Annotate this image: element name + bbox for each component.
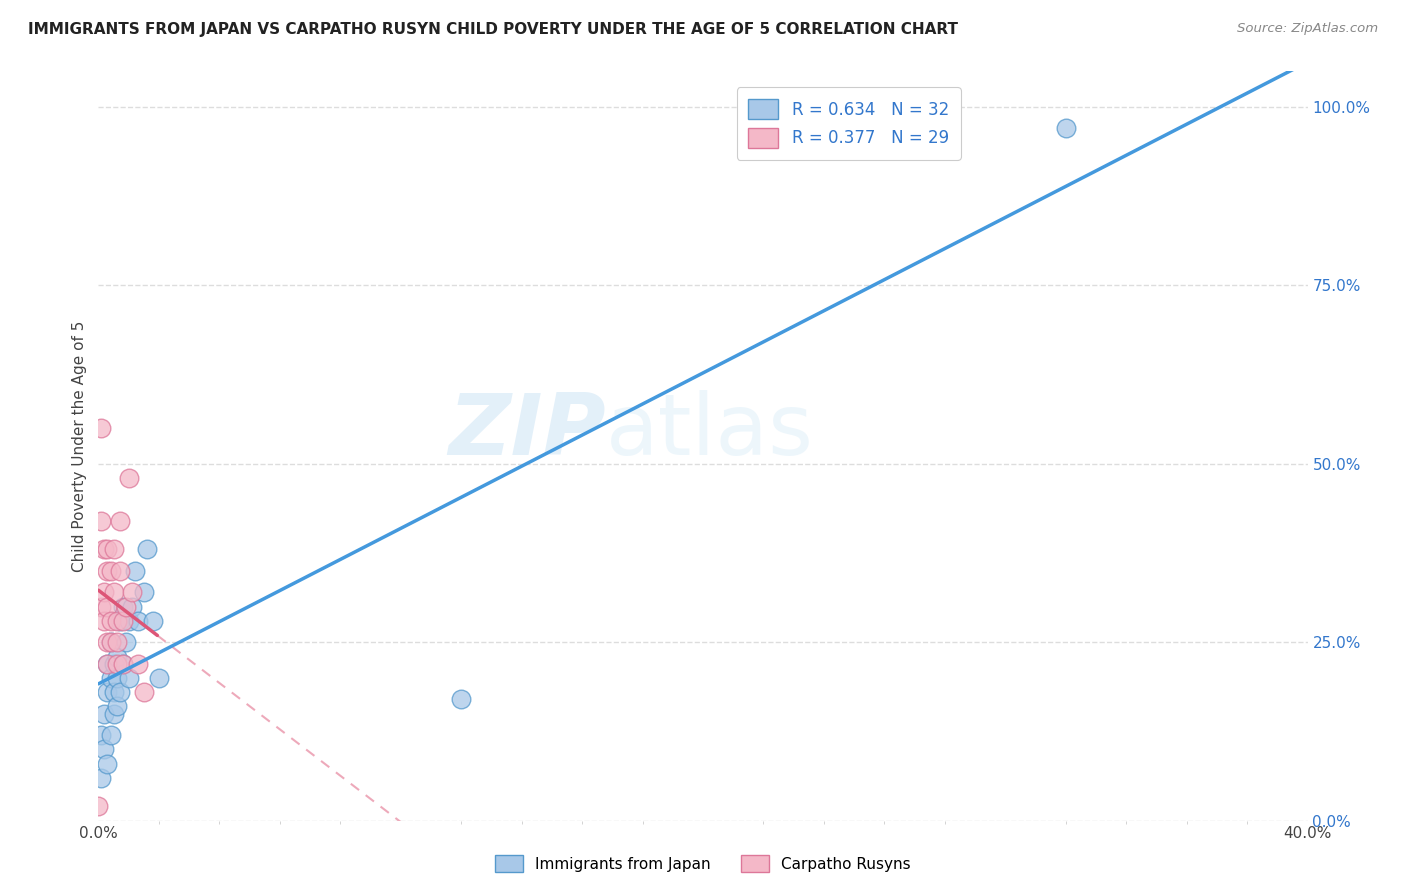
Point [90, 728, 112, 742]
Point [96, 756, 118, 771]
Text: ZIP: ZIP [449, 390, 606, 473]
Text: IMMIGRANTS FROM JAPAN VS CARPATHO RUSYN CHILD POVERTY UNDER THE AGE OF 5 CORRELA: IMMIGRANTS FROM JAPAN VS CARPATHO RUSYN … [28, 22, 957, 37]
Text: Source: ZipAtlas.com: Source: ZipAtlas.com [1237, 22, 1378, 36]
Point [93, 585, 115, 599]
Point [111, 599, 134, 614]
Point [114, 635, 136, 649]
Point [105, 614, 128, 628]
Point [127, 657, 149, 671]
Point [132, 585, 155, 599]
Point [118, 671, 141, 685]
Point [135, 542, 157, 557]
Point [96, 657, 118, 671]
Point [100, 728, 122, 742]
Point [121, 585, 143, 599]
Point [96, 657, 118, 671]
Point [103, 706, 125, 721]
Point [100, 671, 122, 685]
Point [93, 706, 115, 721]
Point [87, 799, 110, 814]
Point [118, 471, 141, 485]
Point [450, 692, 472, 706]
Point [108, 614, 131, 628]
Legend: R = 0.634   N = 32, R = 0.377   N = 29: R = 0.634 N = 32, R = 0.377 N = 29 [737, 87, 960, 160]
Point [103, 542, 125, 557]
Point [1054, 121, 1077, 136]
Point [103, 685, 125, 699]
Point [96, 685, 118, 699]
Point [93, 614, 115, 628]
Point [118, 614, 141, 628]
Point [96, 635, 118, 649]
Point [90, 599, 112, 614]
Point [90, 421, 112, 435]
Point [124, 564, 146, 578]
Point [103, 657, 125, 671]
Point [100, 635, 122, 649]
Point [108, 564, 131, 578]
Point [111, 614, 134, 628]
Point [100, 614, 122, 628]
Point [121, 599, 143, 614]
Point [142, 614, 165, 628]
Point [96, 599, 118, 614]
Point [148, 671, 170, 685]
Point [111, 657, 134, 671]
Point [105, 671, 128, 685]
Point [90, 771, 112, 785]
Point [127, 614, 149, 628]
Point [108, 685, 131, 699]
Point [93, 542, 115, 557]
Point [105, 635, 128, 649]
Point [100, 635, 122, 649]
Point [114, 599, 136, 614]
Point [93, 742, 115, 756]
Point [111, 657, 134, 671]
Point [90, 514, 112, 528]
Text: atlas: atlas [606, 390, 814, 473]
Point [100, 564, 122, 578]
Point [105, 657, 128, 671]
Point [103, 585, 125, 599]
Point [105, 649, 128, 664]
Point [108, 514, 131, 528]
Point [105, 699, 128, 714]
Y-axis label: Child Poverty Under the Age of 5: Child Poverty Under the Age of 5 [72, 320, 87, 572]
Point [96, 542, 118, 557]
Legend: Immigrants from Japan, Carpatho Rusyns: Immigrants from Japan, Carpatho Rusyns [488, 847, 918, 880]
Point [132, 685, 155, 699]
Point [96, 564, 118, 578]
